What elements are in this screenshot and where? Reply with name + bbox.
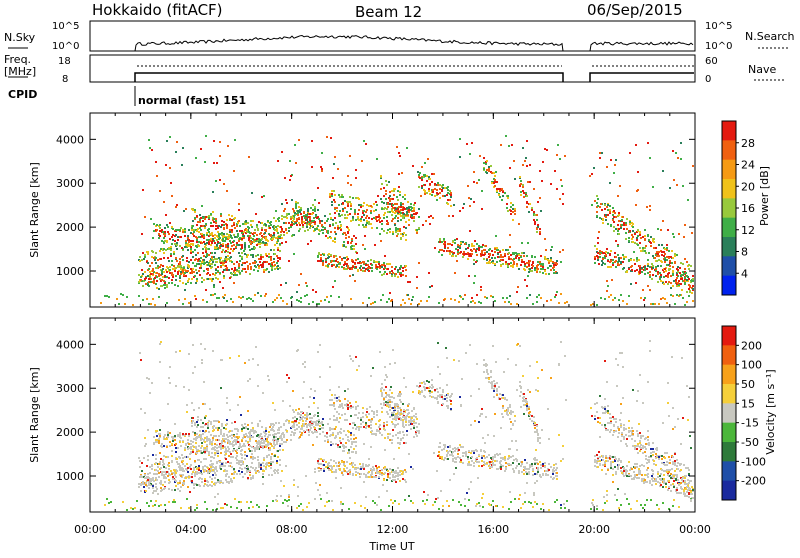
colorbar-tick-label: 15 (741, 397, 755, 410)
colorbar-swatch (722, 198, 736, 218)
nave-tick-bottom: 0 (705, 74, 711, 85)
time-tick-label: 12:00 (377, 523, 409, 536)
colorbar-swatch (722, 140, 736, 160)
velocity-heatmap (104, 340, 694, 511)
colorbar-tick-label: 4 (741, 267, 748, 280)
velocity-colorbar-label: Velocity [m s⁻¹] (764, 369, 777, 454)
time-tick-label: 16:00 (477, 523, 509, 536)
colorbar-swatch (722, 345, 736, 365)
freq-tick-top: 18 (58, 56, 71, 67)
colorbar-swatch (722, 160, 736, 180)
colorbar-swatch (722, 276, 736, 296)
colorbar-swatch (722, 237, 736, 257)
nave-tick-top: 60 (705, 56, 718, 67)
range-tick-label: 1000 (56, 265, 84, 278)
nave-label: Nave (748, 63, 776, 76)
nsky-trace (135, 36, 693, 52)
colorbar-tick-label: 50 (741, 378, 755, 391)
time-tick-label: 20:00 (578, 523, 610, 536)
colorbar-swatch (722, 365, 736, 385)
colorbar-tick-label: 200 (741, 339, 762, 352)
range-tick-label: 2000 (56, 426, 84, 439)
range-tick-label: 4000 (56, 133, 84, 146)
colorbar-tick-label: -50 (741, 436, 759, 449)
nsky-panel: N.Sky 10^5 10^0 10^5 10^0 N.Search (4, 21, 795, 52)
nsearch-label: N.Search (745, 30, 795, 43)
colorbar-tick-label: 100 (741, 359, 762, 372)
velocity-colorbar: 200 100 50 15 -15 -50 -100 -200 (722, 326, 766, 501)
cpid-label: CPID (8, 88, 37, 101)
colorbar-swatch (722, 442, 736, 462)
colorbar-swatch (722, 481, 736, 501)
freq-trace-b (590, 73, 694, 82)
nsearch-tick-top: 10^5 (705, 21, 732, 32)
colorbar-tick-label: 8 (741, 246, 748, 259)
colorbar-swatch (722, 326, 736, 346)
colorbar-swatch (722, 384, 736, 404)
nsky-tick-top: 10^5 (52, 21, 79, 32)
beam-title: Beam 12 (355, 3, 422, 21)
colorbar-tick-label: -200 (741, 475, 766, 488)
velocity-panel: 4000 3000 2000 1000 Slant Range [km] 200 100… (28, 318, 777, 512)
nsearch-tick-bottom: 10^0 (705, 41, 732, 52)
power-colorbar-label: Power [dB] (758, 166, 771, 226)
colorbar-tick-label: 24 (741, 159, 755, 172)
time-axis-label: Time UT (368, 540, 414, 553)
range-tick-label: 1000 (56, 470, 84, 483)
power-ylabel: Slant Range [km] (28, 162, 41, 258)
colorbar-swatch (722, 256, 736, 276)
colorbar-swatch (722, 121, 736, 141)
colorbar-swatch (722, 403, 736, 423)
freq-panel: Freq. [MHz] 18 8 60 0 Nave (4, 53, 784, 85)
nsky-tick-bottom: 10^0 (52, 41, 79, 52)
date-title: 06/Sep/2015 (587, 1, 683, 19)
range-tick-label: 3000 (56, 382, 84, 395)
time-tick-label: 00:00 (679, 523, 711, 536)
power-panel: 4000 3000 2000 1000 Slant Range [km] 28 24 20… (28, 113, 771, 307)
colorbar-tick-label: 16 (741, 202, 755, 215)
freq-trace-a (135, 73, 563, 82)
colorbar-tick-label: -100 (741, 455, 766, 468)
range-tick-label: 4000 (56, 338, 84, 351)
nsky-label: N.Sky (4, 31, 36, 44)
colorbar-tick-label: 20 (741, 180, 755, 193)
time-tick-label: 04:00 (175, 523, 207, 536)
time-tick-label: 08:00 (276, 523, 308, 536)
colorbar-swatch (722, 423, 736, 443)
colorbar-swatch (722, 179, 736, 199)
freq-tick-bottom: 8 (62, 74, 68, 85)
colorbar-tick-label: 28 (741, 137, 755, 150)
colorbar-swatch (722, 218, 736, 238)
velocity-ylabel: Slant Range [km] (28, 367, 41, 463)
power-colorbar: 28 24 20 16 12 8 4 (722, 121, 755, 296)
range-tick-label: 3000 (56, 177, 84, 190)
station-title: Hokkaido (fitACF) (92, 1, 223, 19)
range-tick-label: 2000 (56, 221, 84, 234)
colorbar-tick-label: 12 (741, 224, 755, 237)
freq-unit-label: [MHz] (4, 65, 36, 78)
colorbar-swatch (722, 461, 736, 481)
colorbar-tick-label: -15 (741, 417, 759, 430)
time-tick-label: 00:00 (74, 523, 106, 536)
cpid-mode: normal (fast) 151 (138, 94, 246, 107)
power-heatmap (100, 135, 694, 306)
